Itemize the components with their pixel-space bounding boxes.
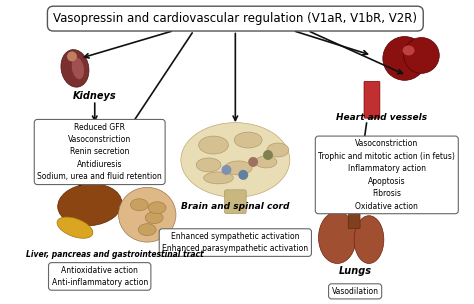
FancyBboxPatch shape [364,81,380,118]
FancyBboxPatch shape [225,190,246,214]
Ellipse shape [196,158,221,172]
Ellipse shape [67,51,77,61]
Ellipse shape [354,216,384,264]
Text: Liver, pancreas and gastrointestinal tract: Liver, pancreas and gastrointestinal tra… [26,250,203,259]
FancyBboxPatch shape [348,209,360,229]
Ellipse shape [61,50,89,87]
Text: Antioxidative action
Anti-inflammatory action: Antioxidative action Anti-inflammatory a… [52,266,148,287]
Text: Reduced GFR
Vasoconstriction
Renin secretion
Antidiuresis
Sodium, urea and fluid: Reduced GFR Vasoconstriction Renin secre… [37,123,162,181]
Ellipse shape [148,202,166,214]
Ellipse shape [138,224,156,236]
Text: Vasopressin and cardiovascular regulation (V1aR, V1bR, V2R): Vasopressin and cardiovascular regulatio… [54,12,417,25]
Circle shape [404,37,439,73]
Circle shape [248,157,258,167]
Ellipse shape [255,156,277,168]
Ellipse shape [234,132,262,148]
Text: Vasodilation: Vasodilation [332,287,379,296]
Circle shape [383,36,427,80]
Text: Vasoconstriction
Trophic and mitotic action (in fetus)
Inflammatory action
Apopt: Vasoconstriction Trophic and mitotic act… [319,139,455,211]
Ellipse shape [57,217,93,238]
Ellipse shape [145,212,163,224]
Circle shape [238,170,248,180]
Circle shape [263,150,273,160]
Ellipse shape [402,46,415,55]
Ellipse shape [199,136,228,154]
Ellipse shape [267,143,289,157]
Text: Enhanced sympathetic activation
Enhanced parasympathetic activation: Enhanced sympathetic activation Enhanced… [162,232,309,253]
Text: Kidneys: Kidneys [73,91,117,101]
Ellipse shape [58,184,122,226]
Text: Lungs: Lungs [338,267,372,276]
Ellipse shape [225,161,252,175]
Ellipse shape [319,212,356,264]
Ellipse shape [118,187,176,242]
Ellipse shape [181,123,290,197]
Ellipse shape [204,172,233,184]
Ellipse shape [130,199,148,211]
Ellipse shape [72,57,84,79]
Text: Brain and spinal cord: Brain and spinal cord [181,202,290,211]
Text: Heart and vessels: Heart and vessels [336,113,428,122]
Circle shape [221,165,231,175]
